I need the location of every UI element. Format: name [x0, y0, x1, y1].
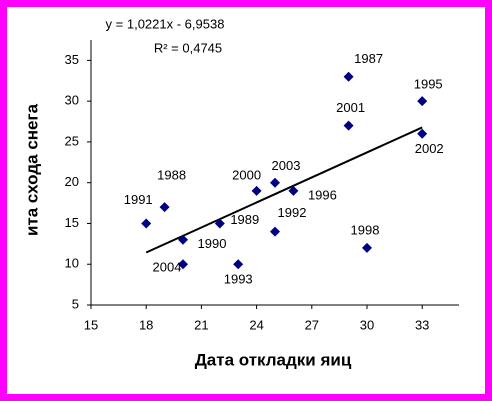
point: [178, 234, 188, 245]
point-label: 2001: [336, 100, 365, 115]
point-label: 1998: [351, 222, 380, 237]
point: [159, 202, 170, 213]
point: [417, 128, 428, 139]
point: [343, 120, 354, 131]
y-tick-label: 10: [65, 256, 79, 271]
point: [343, 71, 354, 82]
point: [288, 185, 299, 196]
point: [270, 177, 280, 188]
point: [233, 259, 244, 270]
x-axis-title: Дата откладки яиц: [195, 350, 352, 369]
point-label: 1996: [308, 187, 337, 202]
y-tick-label: 15: [65, 215, 79, 230]
x-tick-label: 27: [305, 317, 319, 332]
point: [251, 185, 262, 196]
point-label: 1991: [124, 192, 153, 207]
x-tick-label: 30: [360, 317, 374, 332]
x-tick-label: 21: [194, 317, 208, 332]
point-label: 1989: [230, 212, 259, 227]
point: [362, 242, 372, 253]
point-label: 2000: [232, 167, 261, 182]
point-label: 2002: [415, 141, 444, 156]
x-tick-label: 24: [249, 317, 263, 332]
point-label: 1993: [224, 272, 253, 287]
point: [178, 259, 188, 270]
y-tick-label: 35: [65, 52, 79, 67]
y-tick-label: 20: [65, 174, 79, 189]
point-label: 1990: [198, 236, 227, 251]
point: [141, 218, 152, 229]
point: [270, 226, 280, 237]
x-tick-label: 33: [415, 317, 429, 332]
y-axis-title: ита схода снега: [22, 103, 41, 236]
x-tick-label: 15: [84, 317, 98, 332]
point: [417, 96, 428, 107]
y-tick-label: 25: [65, 133, 79, 148]
point-label: 1988: [157, 168, 186, 183]
y-tick-label: 30: [65, 93, 79, 108]
point-label: 2003: [272, 158, 301, 173]
point-label: 1987: [354, 51, 383, 66]
point-label: 1992: [278, 205, 307, 220]
r-squared: R² = 0,4745: [154, 40, 222, 55]
trendline: [145, 126, 423, 254]
x-tick-label: 18: [139, 317, 153, 332]
point-label: 2004: [153, 260, 182, 275]
point-label: 1995: [414, 77, 443, 92]
equation: y = 1,0221x - 6,9538: [106, 16, 225, 31]
point: [214, 218, 225, 229]
y-tick-label: 5: [72, 296, 79, 311]
